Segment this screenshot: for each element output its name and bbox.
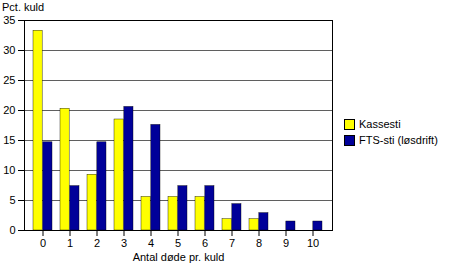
svg-text:6: 6	[202, 237, 208, 249]
svg-text:5: 5	[175, 237, 181, 249]
svg-text:2: 2	[94, 237, 100, 249]
svg-text:7: 7	[229, 237, 235, 249]
svg-text:15: 15	[3, 134, 15, 146]
svg-text:5: 5	[9, 194, 15, 206]
svg-text:0: 0	[40, 237, 46, 249]
svg-text:9: 9	[283, 237, 289, 249]
svg-text:25: 25	[3, 74, 15, 86]
html-text:Pct. kuld: Pct. kuld	[2, 1, 45, 13]
svg-text:Antal døde pr. kuld: Antal døde pr. kuld	[133, 251, 225, 263]
svg-text:30: 30	[3, 44, 15, 56]
html-text:Kassesti: Kassesti	[359, 118, 401, 130]
svg-text:20: 20	[3, 104, 15, 116]
html-text:FTS-sti (løsdrift): FTS-sti (løsdrift)	[359, 134, 438, 146]
svg-text:3: 3	[121, 237, 127, 249]
svg-text:0: 0	[9, 224, 15, 236]
svg-text:1: 1	[67, 237, 73, 249]
svg-text:8: 8	[256, 237, 262, 249]
svg-text:4: 4	[148, 237, 154, 249]
svg-text:10: 10	[307, 237, 319, 249]
svg-text:35: 35	[3, 14, 15, 26]
svg-text:10: 10	[3, 164, 15, 176]
